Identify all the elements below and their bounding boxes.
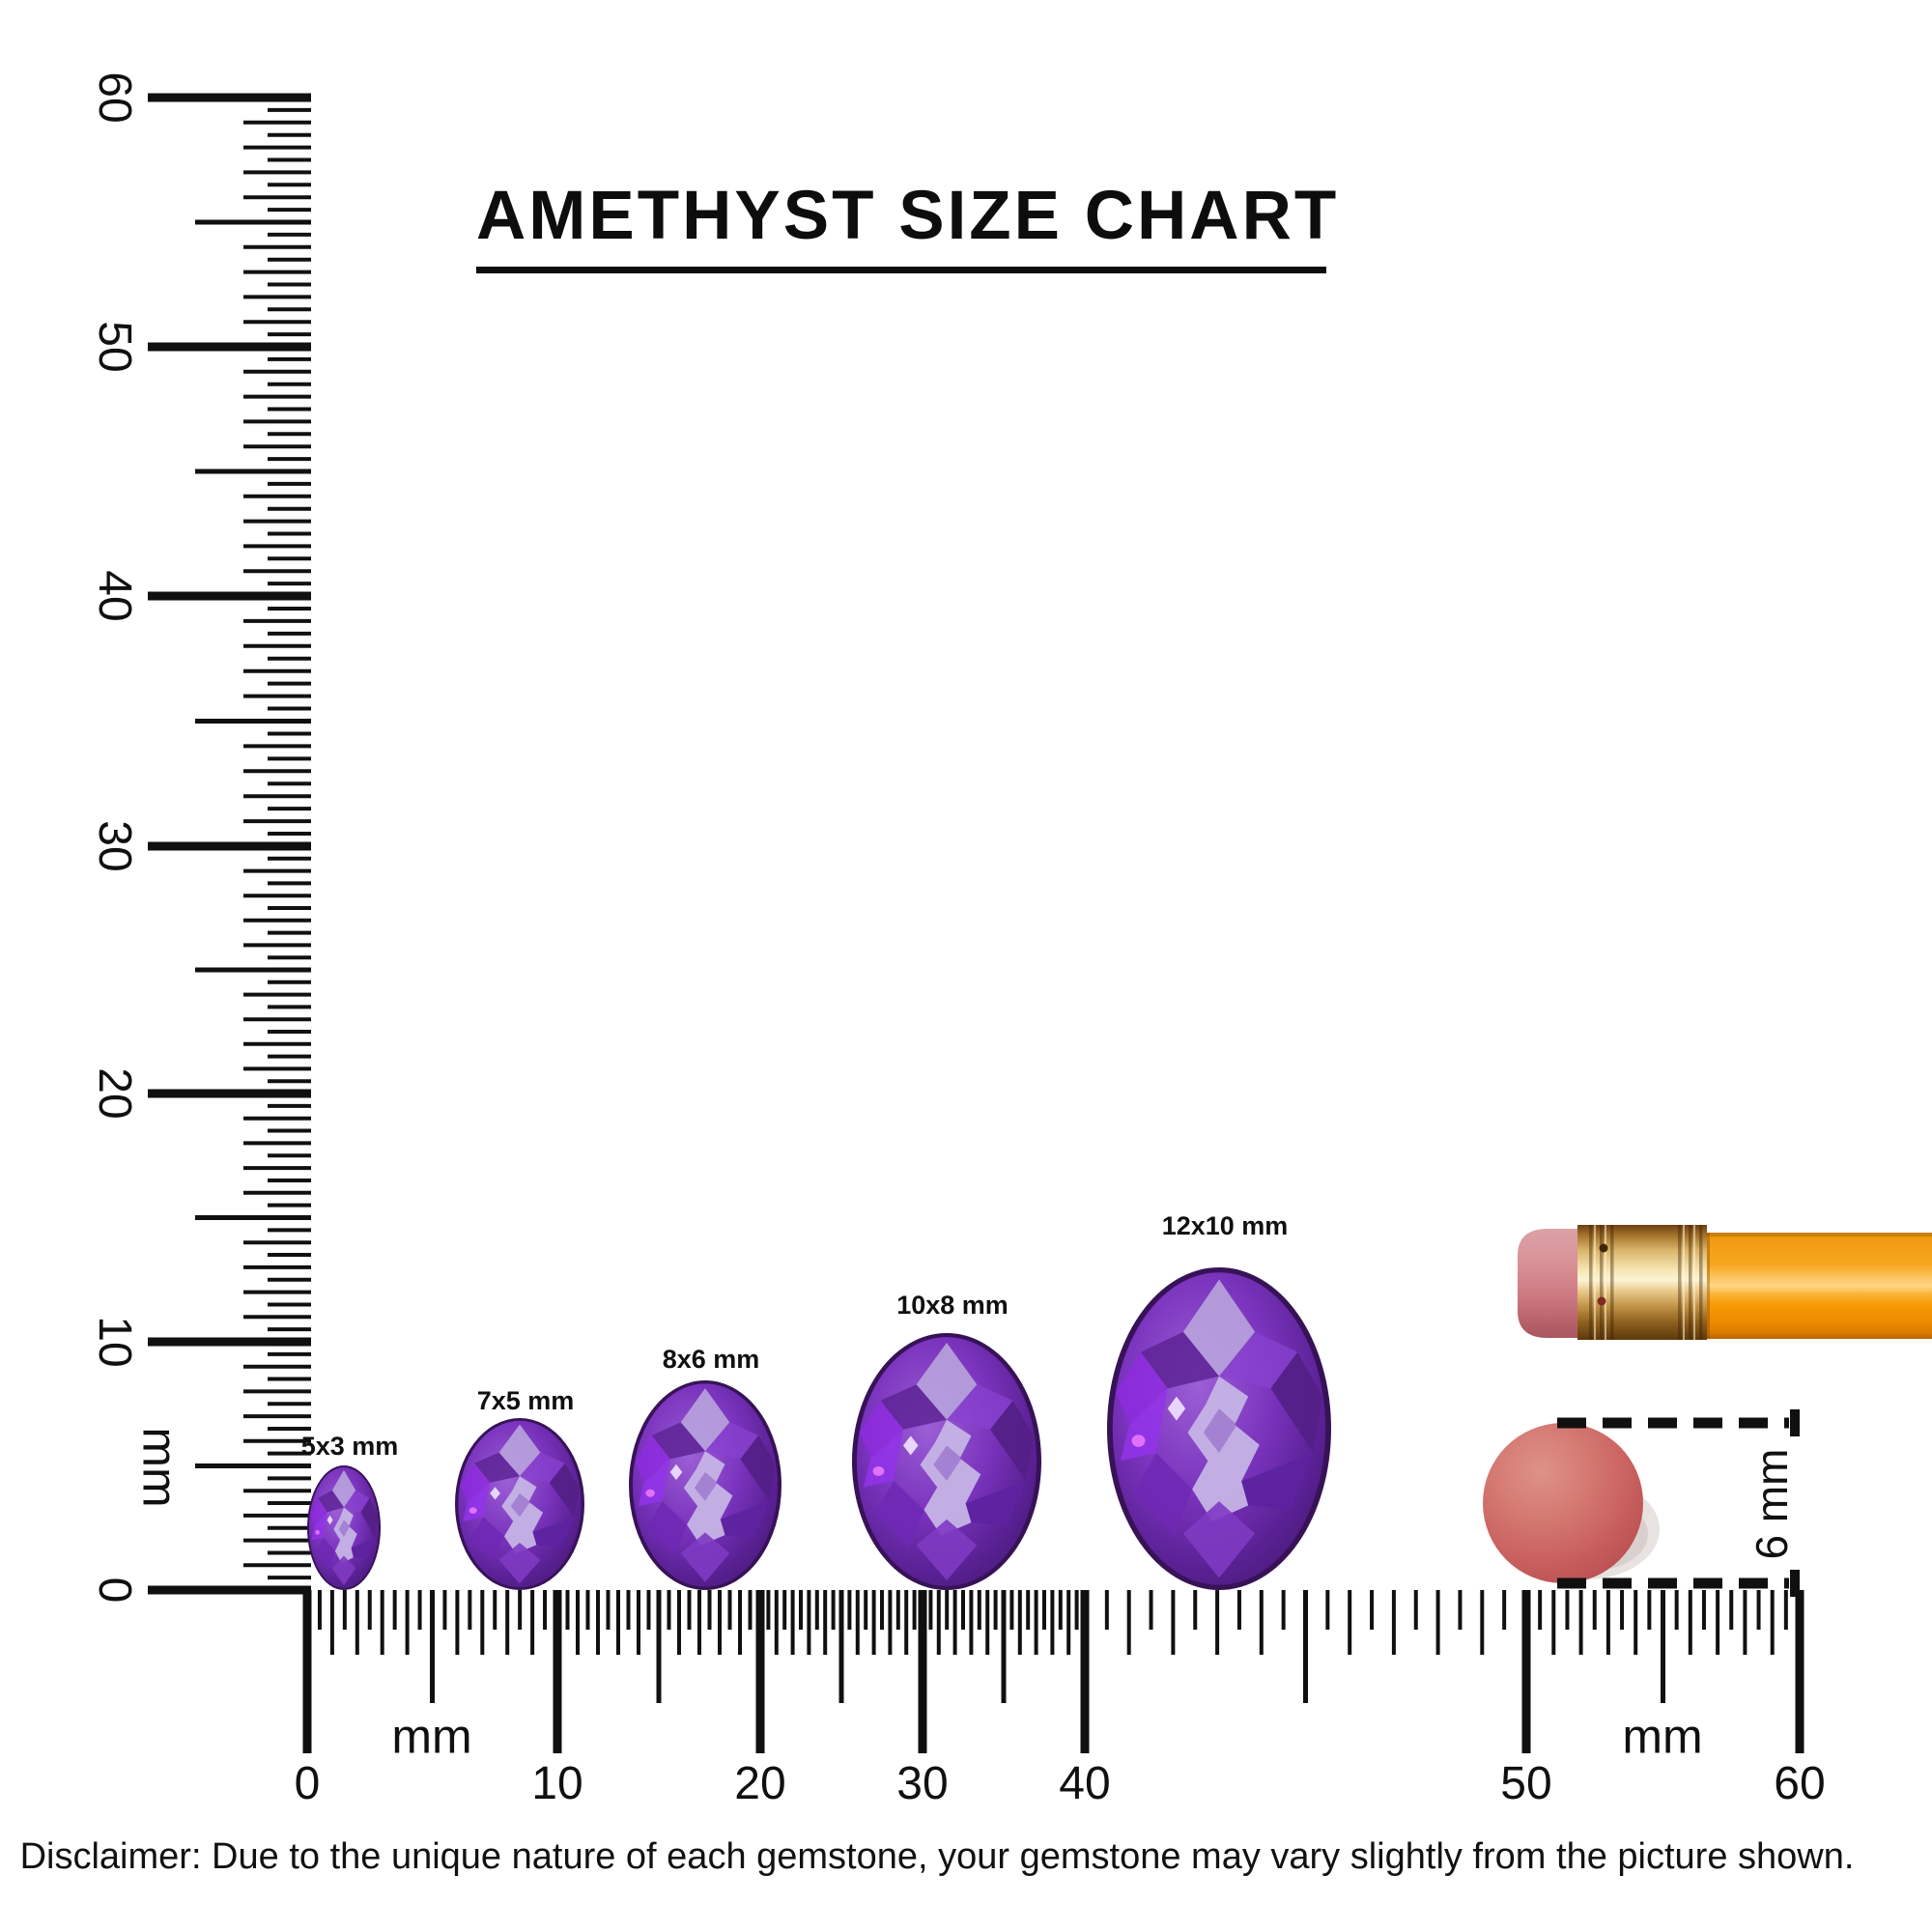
ruler-tick-label: 30: [89, 820, 140, 871]
amethyst-gem-illustration: [629, 1380, 781, 1590]
gem-8x6-mm: 8x6 mm: [629, 1345, 781, 1590]
ruler-tick-label: 20: [734, 1758, 785, 1809]
ruler-tick-label: 50: [1500, 1758, 1551, 1809]
ruler-tick-label: 0: [295, 1758, 321, 1809]
pencil-ferrule: [1577, 1225, 1707, 1340]
gem-size-label: 5x3 mm: [301, 1432, 399, 1461]
eraser-reference: 6 mm: [1483, 1409, 1800, 1597]
gem-size-label: 12x10 mm: [1162, 1211, 1289, 1240]
pencil-body: [1707, 1233, 1932, 1339]
ruler-tick-label: 20: [89, 1067, 140, 1119]
amethyst-gem-illustration: [307, 1465, 381, 1590]
gem-7x5-mm: 7x5 mm: [455, 1386, 584, 1590]
ruler-tick-label: 40: [89, 570, 140, 621]
gem-size-label: 7x5 mm: [477, 1386, 575, 1415]
disclaimer-text: Disclaimer: Due to the unique nature of …: [19, 1836, 1855, 1877]
gem-size-label: 8x6 mm: [663, 1345, 760, 1374]
ruler-tick-label: 10: [531, 1758, 582, 1809]
page-title: AMETHYST SIZE CHART: [476, 177, 1336, 273]
ruler-tick-label: 60: [89, 71, 140, 123]
amethyst-gem-illustration: [852, 1333, 1041, 1590]
gem-size-label: 10x8 mm: [896, 1291, 1009, 1320]
ruler-tick-label: 10: [89, 1316, 140, 1367]
gem-5x3-mm: 5x3 mm: [301, 1432, 399, 1590]
eraser-disc: [1483, 1423, 1643, 1583]
horizontal-ruler-unit-label: mm: [391, 1710, 471, 1764]
gem-12x10-mm: 12x10 mm: [1107, 1211, 1331, 1590]
vertical-ruler: 60 50 40 30 20 10 0 mm: [89, 71, 311, 1603]
ruler-tick-label: 50: [89, 321, 140, 372]
horizontal-ruler-unit-label: mm: [1622, 1710, 1702, 1764]
ruler-tick-label: 0: [89, 1577, 140, 1604]
pencil-eraser: [1518, 1229, 1581, 1338]
amethyst-gem-illustration: [1107, 1267, 1331, 1590]
measure-label: 6 mm: [1747, 1449, 1797, 1560]
amethyst-gem-illustration: [455, 1418, 584, 1590]
ruler-tick-label: 30: [896, 1758, 948, 1809]
ruler-tick-label: 60: [1774, 1758, 1825, 1809]
ruler-tick-label: 40: [1059, 1758, 1110, 1809]
horizontal-ruler: 0 10 20 30 40 50 60 mm mm: [295, 1590, 1826, 1809]
vertical-ruler-unit-label: mm: [133, 1427, 187, 1507]
pencil: [1518, 1225, 1932, 1340]
gem-10x8-mm: 10x8 mm: [852, 1291, 1041, 1590]
